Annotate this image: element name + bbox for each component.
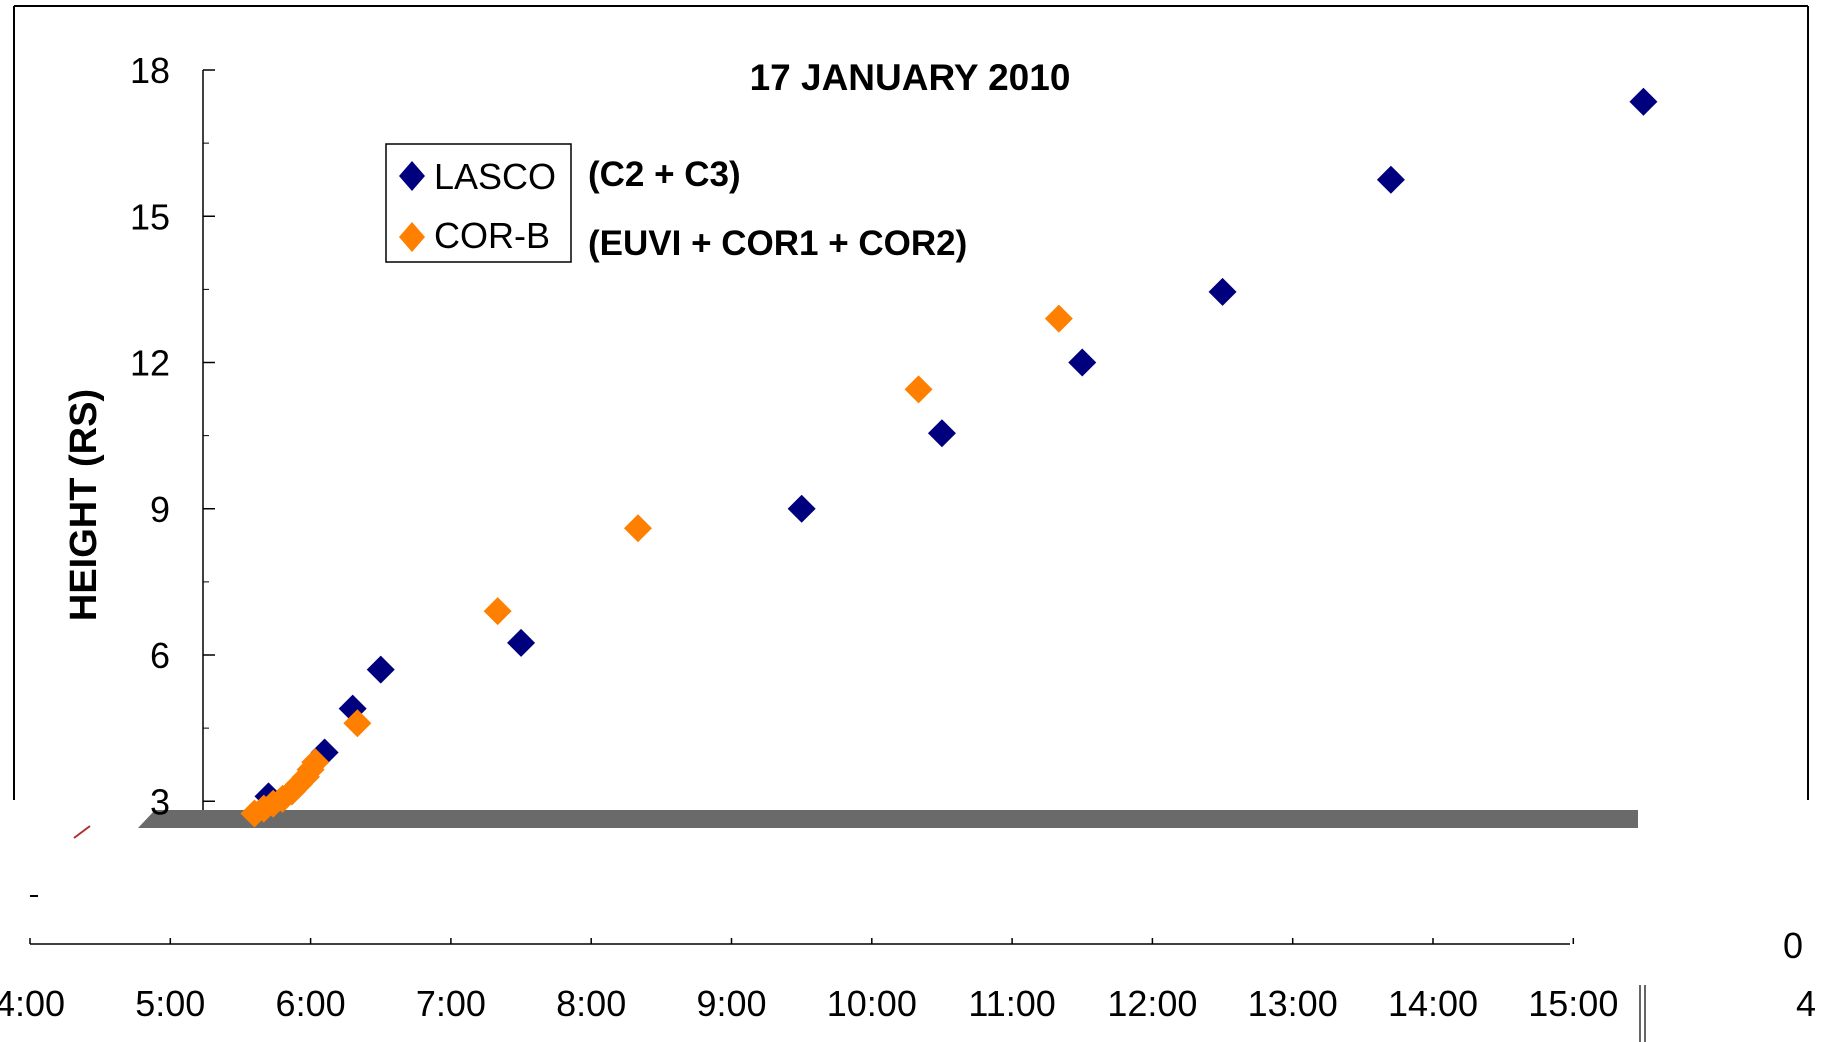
x-tick-label: 12:00	[1107, 983, 1197, 1024]
data-point	[507, 628, 536, 657]
x-tick-label: 11:00	[968, 983, 1055, 1024]
data-point	[623, 514, 652, 543]
legend: LASCO COR-B	[385, 143, 572, 263]
legend-note-corb: (EUVI + COR1 + COR2)	[588, 224, 967, 263]
x-tick-label: 10:00	[827, 983, 917, 1024]
x-axis-ticks: 4:00 5:00 6:00 7:00 8:00 9:00 10:00 11:00 12:00 1…	[0, 938, 1618, 1024]
data-point	[301, 748, 330, 777]
x-tick-label: 6:00	[276, 983, 346, 1024]
y-tick-label: 18	[130, 50, 170, 91]
x-tick-label: 7:00	[416, 983, 486, 1024]
legend-label-corb: COR-B	[434, 215, 550, 256]
data-point	[1044, 304, 1073, 333]
y-tick-label: 15	[130, 196, 170, 237]
x-tick-label: 15:00	[1528, 983, 1618, 1024]
y-tick-label: 6	[150, 635, 170, 676]
data-points	[240, 87, 1658, 828]
x-tick-label: 14:00	[1388, 983, 1478, 1024]
x-tick-label: 5:00	[135, 983, 205, 1024]
y-tick-label: 12	[130, 343, 170, 384]
data-point	[483, 597, 512, 626]
data-point	[1068, 348, 1097, 377]
grey-band	[138, 810, 1638, 828]
x-tick-label: 8:00	[556, 983, 626, 1024]
y-tick-label: 9	[150, 489, 170, 530]
fragment-red-line	[73, 825, 91, 839]
legend-label-lasco: LASCO	[434, 156, 556, 197]
x-tick-label: 9:00	[696, 983, 766, 1024]
data-point	[343, 709, 372, 738]
series-cor-b	[240, 304, 1073, 828]
data-point	[787, 494, 816, 523]
right-fragment-1: 4	[1796, 983, 1816, 1024]
data-point	[904, 375, 933, 404]
legend-marker-lasco	[399, 161, 425, 191]
y-axis-ticks: 3 6 9 12 15 18	[130, 50, 215, 822]
y-tick-label: 3	[150, 781, 170, 822]
data-point	[1208, 277, 1237, 306]
x-tick-label: 13:00	[1248, 983, 1338, 1024]
data-point	[1629, 87, 1658, 116]
chart-title: 17 JANUARY 2010	[750, 57, 1071, 98]
data-point	[927, 419, 956, 448]
legend-marker-corb	[399, 222, 425, 252]
right-fragment-0: 0	[1783, 925, 1803, 966]
x-tick-label: 4:00	[0, 983, 65, 1024]
series-lasco	[254, 87, 1658, 811]
y-axis-label: HEIGHT (RS)	[63, 389, 105, 621]
data-point	[366, 655, 395, 684]
data-point	[1376, 165, 1405, 194]
legend-note-lasco: (C2 + C3)	[588, 155, 741, 194]
data-point	[240, 799, 269, 828]
